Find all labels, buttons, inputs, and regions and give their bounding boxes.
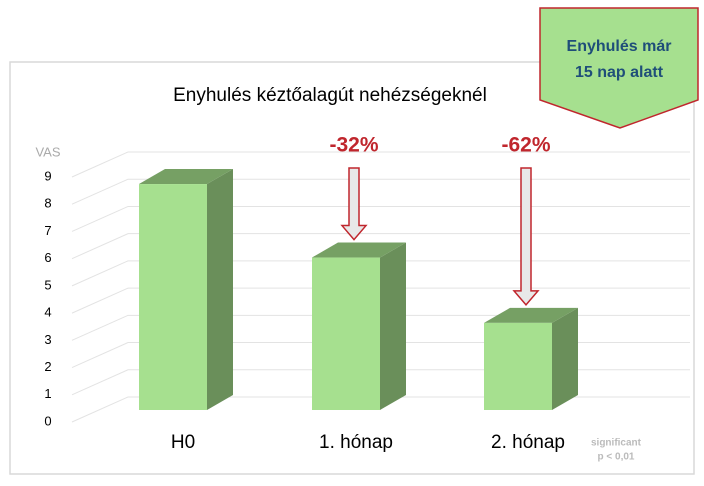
y-tick-label: 5 [44, 277, 51, 292]
footnote: p < 0,01 [598, 452, 635, 463]
x-tick-label: H0 [171, 432, 195, 453]
y-tick-label: 1 [44, 386, 51, 401]
grid-line [71, 205, 690, 232]
bar-top [312, 242, 406, 258]
bar [312, 257, 380, 410]
y-tick-label: 9 [44, 168, 51, 183]
x-tick-label: 1. hónap [319, 432, 393, 453]
y-tick-label: 3 [44, 332, 51, 347]
grid-line [71, 287, 690, 314]
annotation: -32% [329, 134, 378, 157]
bar-top [484, 307, 578, 323]
bar [139, 184, 207, 410]
y-tick-label: 4 [44, 305, 51, 320]
bar [484, 322, 552, 410]
grid-line [71, 233, 690, 260]
y-tick-label: 8 [44, 196, 51, 211]
callout-box [539, 7, 699, 129]
y-tick-label: 0 [44, 413, 51, 428]
annotation: -62% [501, 134, 550, 157]
footnote: significant [591, 438, 642, 449]
arrow [512, 167, 540, 307]
bar-side [207, 169, 233, 410]
callout-text: 15 nap alatt [575, 64, 664, 81]
bar-side [552, 307, 578, 410]
bar-top [139, 169, 233, 185]
grid-line [71, 178, 690, 205]
grid-line [71, 151, 690, 178]
x-tick-label: 2. hónap [491, 432, 565, 453]
arrow [340, 167, 368, 241]
y-tick-label: 2 [44, 359, 51, 374]
y-axis-label: VAS [35, 144, 60, 159]
bar-side [380, 242, 406, 410]
y-tick-label: 6 [44, 250, 51, 265]
y-tick-label: 7 [44, 223, 51, 238]
chart-title: Enyhulés kéztőalagút nehézségeknél [173, 85, 487, 106]
callout-text: Enyhulés már [567, 38, 672, 55]
grid-line [71, 260, 690, 287]
